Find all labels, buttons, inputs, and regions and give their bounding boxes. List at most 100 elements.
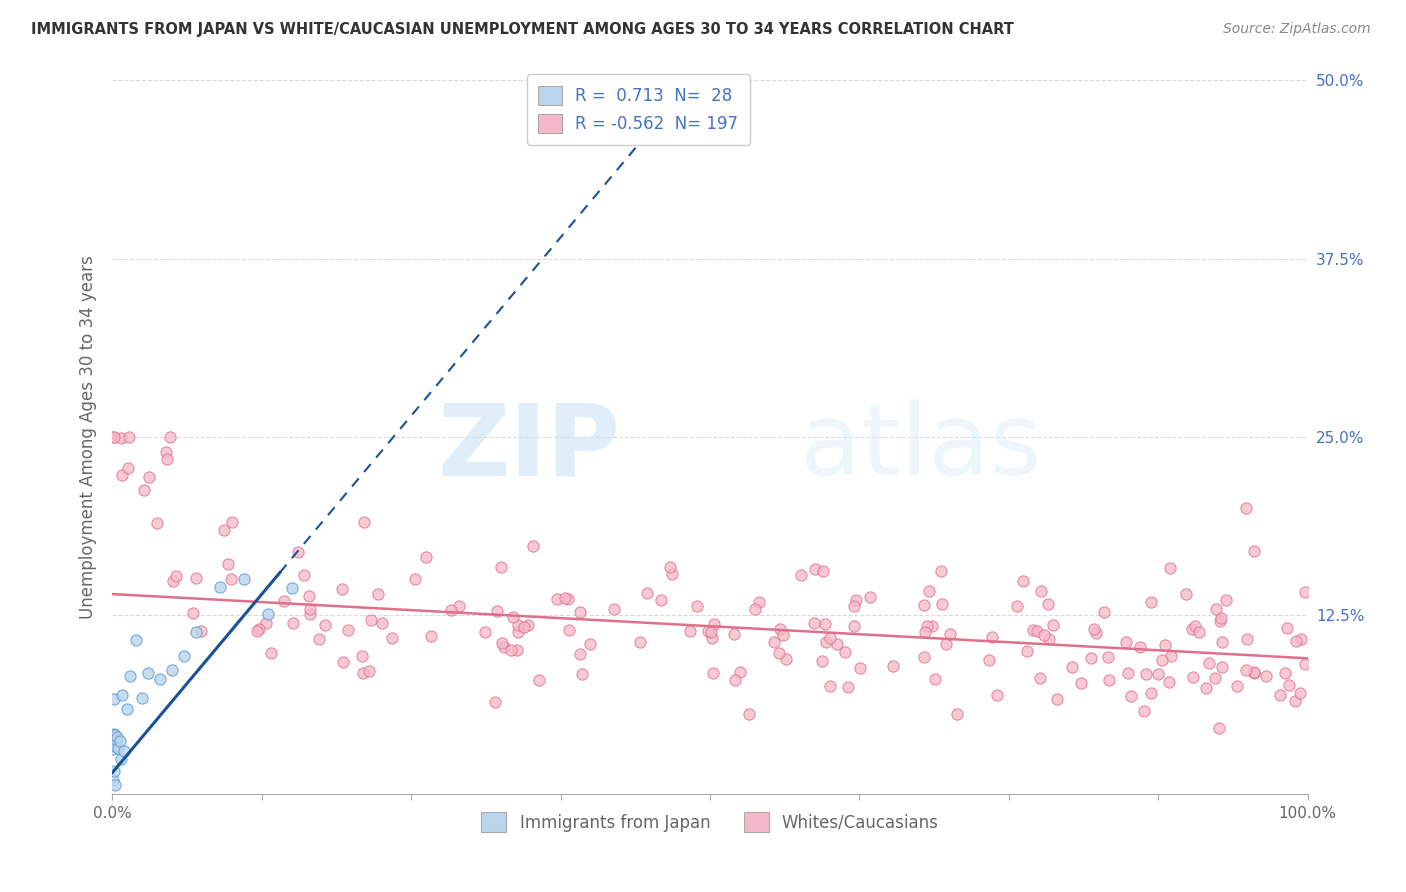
Point [502,610,524,624]
Point [155,445,177,459]
Point [981,630,1004,644]
Point [105,730,128,744]
Point [419,629,441,643]
Point [233,572,256,586]
Point [103,692,125,706]
Point [134,483,156,498]
Point [748,595,770,609]
Point [1284,694,1306,708]
Point [1140,686,1163,700]
Point [844,599,866,613]
Point [579,637,602,651]
Point [273,594,295,608]
Point [360,613,382,627]
Point [138,666,160,681]
Point [924,672,946,686]
Point [298,590,321,604]
Point [1157,674,1180,689]
Point [101,741,124,756]
Point [738,706,761,721]
Point [818,631,841,645]
Point [700,625,723,640]
Point [209,580,232,594]
Point [1226,679,1249,693]
Point [1083,622,1105,636]
Point [120,669,142,683]
Point [1139,595,1161,609]
Point [527,673,550,688]
Point [353,515,375,529]
Point [212,524,235,538]
Point [697,624,720,638]
Point [679,624,702,638]
Point [1070,676,1092,690]
Point [1060,659,1083,673]
Point [1160,649,1182,664]
Point [1007,599,1029,614]
Point [1294,585,1316,599]
Point [1154,638,1177,652]
Point [685,599,707,613]
Point [314,617,336,632]
Point [1017,644,1039,658]
Point [837,680,859,694]
Point [775,652,797,666]
Point [491,636,513,650]
Point [162,574,184,588]
Point [1187,625,1209,640]
Point [357,664,380,678]
Point [114,744,135,758]
Point [1208,721,1230,735]
Point [131,690,153,705]
Point [125,632,148,647]
Point [287,545,309,559]
Point [367,587,389,601]
Point [1181,622,1204,636]
Point [1275,622,1298,636]
Point [723,627,745,641]
Point [921,619,943,633]
Point [1097,650,1119,665]
Point [474,625,496,640]
Point [1098,673,1121,688]
Point [103,764,125,778]
Point [292,568,315,582]
Point [702,665,724,680]
Point [103,727,125,741]
Point [1115,635,1137,649]
Point [1042,617,1064,632]
Point [103,772,125,787]
Point [568,647,591,661]
Point [1211,660,1233,674]
Point [912,650,935,665]
Point [492,640,515,654]
Point [159,430,181,444]
Point [1243,666,1265,681]
Point [156,452,179,467]
Point [107,741,129,756]
Point [849,661,872,675]
Point [1150,653,1173,667]
Point [1204,672,1226,686]
Point [110,752,132,766]
Point [1234,664,1257,678]
Point [1289,686,1312,700]
Point [381,631,404,645]
Point [915,619,938,633]
Point [110,431,132,445]
Point [173,648,195,663]
Point [557,624,579,638]
Point [1174,587,1197,601]
Y-axis label: Unemployment Among Ages 30 to 34 years: Unemployment Among Ages 30 to 34 years [79,255,97,619]
Point [1031,583,1053,598]
Point [636,586,658,600]
Point [1159,561,1181,575]
Point [772,628,794,642]
Legend: Immigrants from Japan, Whites/Caucasians: Immigrants from Japan, Whites/Caucasians [475,805,945,839]
Point [1025,624,1047,639]
Point [1080,651,1102,665]
Point [1198,657,1220,671]
Point [105,732,128,747]
Point [979,653,1001,667]
Text: atlas: atlas [800,400,1042,496]
